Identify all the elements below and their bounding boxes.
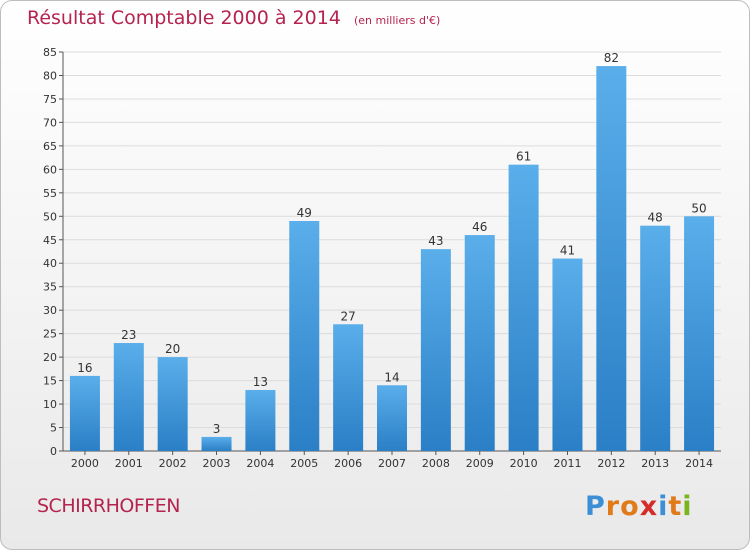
x-tick-label: 2000 xyxy=(71,457,99,470)
x-tick-label: 2004 xyxy=(246,457,274,470)
bar xyxy=(508,164,539,452)
logo-letter: o xyxy=(620,491,640,522)
bar-value-label: 43 xyxy=(428,234,443,248)
commune-name: SCHIRRHOFFEN xyxy=(37,495,180,517)
x-tick-label: 2003 xyxy=(203,457,231,470)
bar xyxy=(245,389,276,451)
bar xyxy=(377,385,407,451)
bar-value-label: 48 xyxy=(648,211,663,225)
bar xyxy=(157,357,188,451)
chart-unit: (en milliers d'€) xyxy=(353,14,441,27)
x-tick-label: 2002 xyxy=(159,457,187,470)
y-tick-label: 70 xyxy=(43,116,57,129)
bar-value-label: 23 xyxy=(121,328,136,342)
bar xyxy=(552,258,583,451)
y-tick-label: 0 xyxy=(50,445,57,458)
y-tick-label: 60 xyxy=(43,163,57,176)
bar-value-label: 61 xyxy=(516,150,531,164)
x-tick-label: 2014 xyxy=(685,457,713,470)
logo-letter: r xyxy=(605,491,621,522)
bar-value-label: 27 xyxy=(340,309,355,323)
y-tick-label: 75 xyxy=(43,93,57,106)
bar-value-label: 13 xyxy=(253,375,268,389)
bar xyxy=(464,235,495,451)
bar-value-label: 50 xyxy=(691,201,706,215)
x-tick-label: 2013 xyxy=(641,457,669,470)
bar xyxy=(69,375,100,451)
bar xyxy=(289,220,320,451)
x-tick-label: 2009 xyxy=(466,457,494,470)
x-tick-label: 2010 xyxy=(510,457,538,470)
y-tick-label: 85 xyxy=(43,46,57,59)
bar xyxy=(333,324,364,451)
x-tick-label: 2012 xyxy=(597,457,625,470)
bar-value-label: 41 xyxy=(560,244,575,258)
bar-value-label: 49 xyxy=(297,206,312,220)
y-tick-label: 55 xyxy=(43,187,57,200)
x-tick-label: 2011 xyxy=(553,457,581,470)
y-tick-label: 30 xyxy=(43,304,57,317)
x-tick-label: 2005 xyxy=(290,457,318,470)
bar xyxy=(684,216,715,451)
y-tick-label: 10 xyxy=(43,398,57,411)
bar-value-label: 82 xyxy=(604,51,619,65)
y-tick-label: 65 xyxy=(43,140,57,153)
chart-title-text: Résultat Comptable 2000 à 2014 xyxy=(27,7,341,29)
y-tick-label: 15 xyxy=(43,375,57,388)
logo-letter: P xyxy=(585,491,606,522)
bar-value-label: 20 xyxy=(165,342,180,356)
logo-letter: t xyxy=(668,491,683,522)
y-tick-label: 45 xyxy=(43,234,57,247)
y-tick-label: 50 xyxy=(43,210,57,223)
y-tick-label: 20 xyxy=(43,351,57,364)
bar xyxy=(201,436,232,451)
logo-letter: x xyxy=(639,491,659,522)
bar-value-label: 3 xyxy=(213,422,221,436)
x-tick-label: 2008 xyxy=(422,457,450,470)
chart-title: Résultat Comptable 2000 à 2014 (en milli… xyxy=(27,7,440,29)
x-tick-label: 2001 xyxy=(115,457,143,470)
bar-value-label: 46 xyxy=(472,220,487,234)
bar-value-label: 16 xyxy=(77,361,92,375)
logo-letter: i xyxy=(682,491,693,522)
x-tick-label: 2007 xyxy=(378,457,406,470)
proxiti-logo: Proxiti xyxy=(585,491,693,522)
bar xyxy=(420,249,451,451)
y-tick-label: 35 xyxy=(43,281,57,294)
bar-value-label: 14 xyxy=(384,370,399,384)
bar xyxy=(596,66,627,452)
bar xyxy=(640,225,671,451)
y-tick-label: 40 xyxy=(43,257,57,270)
y-tick-label: 25 xyxy=(43,328,57,341)
bar xyxy=(113,343,144,451)
x-tick-label: 2006 xyxy=(334,457,362,470)
y-tick-label: 5 xyxy=(50,422,57,435)
logo-letter: i xyxy=(658,491,669,522)
y-tick-label: 80 xyxy=(43,69,57,82)
